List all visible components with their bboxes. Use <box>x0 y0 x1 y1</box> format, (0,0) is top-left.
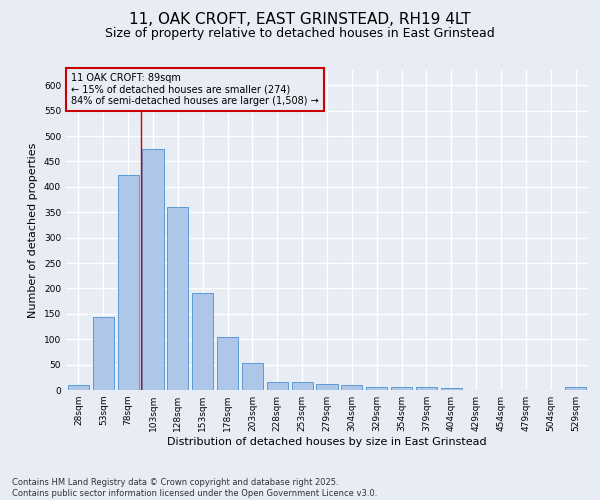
Bar <box>118 175 139 390</box>
Bar <box>565 388 586 390</box>
Text: 11, OAK CROFT, EAST GRINSTEAD, RH19 4LT: 11, OAK CROFT, EAST GRINSTEAD, RH19 4LT <box>129 12 471 28</box>
Bar <box>242 362 263 390</box>
X-axis label: Distribution of detached houses by size in East Grinstead: Distribution of detached houses by size … <box>167 437 487 447</box>
Bar <box>316 384 338 390</box>
Text: Size of property relative to detached houses in East Grinstead: Size of property relative to detached ho… <box>105 28 495 40</box>
Bar <box>142 148 164 390</box>
Text: 11 OAK CROFT: 89sqm
← 15% of detached houses are smaller (274)
84% of semi-detac: 11 OAK CROFT: 89sqm ← 15% of detached ho… <box>71 73 319 106</box>
Bar <box>217 337 238 390</box>
Y-axis label: Number of detached properties: Number of detached properties <box>28 142 38 318</box>
Bar <box>441 388 462 390</box>
Bar <box>68 385 89 390</box>
Bar <box>366 388 387 390</box>
Bar <box>192 294 213 390</box>
Text: Contains HM Land Registry data © Crown copyright and database right 2025.
Contai: Contains HM Land Registry data © Crown c… <box>12 478 377 498</box>
Bar <box>167 207 188 390</box>
Bar <box>292 382 313 390</box>
Bar <box>416 388 437 390</box>
Bar <box>267 382 288 390</box>
Bar <box>391 388 412 390</box>
Bar <box>341 386 362 390</box>
Bar <box>93 318 114 390</box>
